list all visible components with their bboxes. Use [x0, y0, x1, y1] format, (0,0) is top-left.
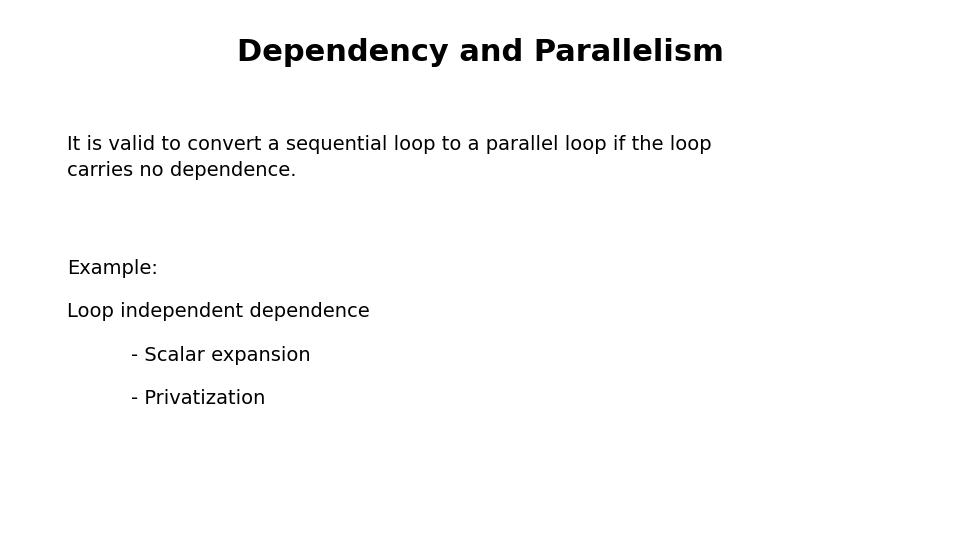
Text: - Privatization: - Privatization [106, 389, 265, 408]
Text: - Scalar expansion: - Scalar expansion [106, 346, 310, 365]
Text: It is valid to convert a sequential loop to a parallel loop if the loop
carries : It is valid to convert a sequential loop… [67, 135, 711, 180]
Text: Loop independent dependence: Loop independent dependence [67, 302, 370, 321]
Text: Example:: Example: [67, 259, 158, 278]
Text: Dependency and Parallelism: Dependency and Parallelism [236, 38, 724, 67]
